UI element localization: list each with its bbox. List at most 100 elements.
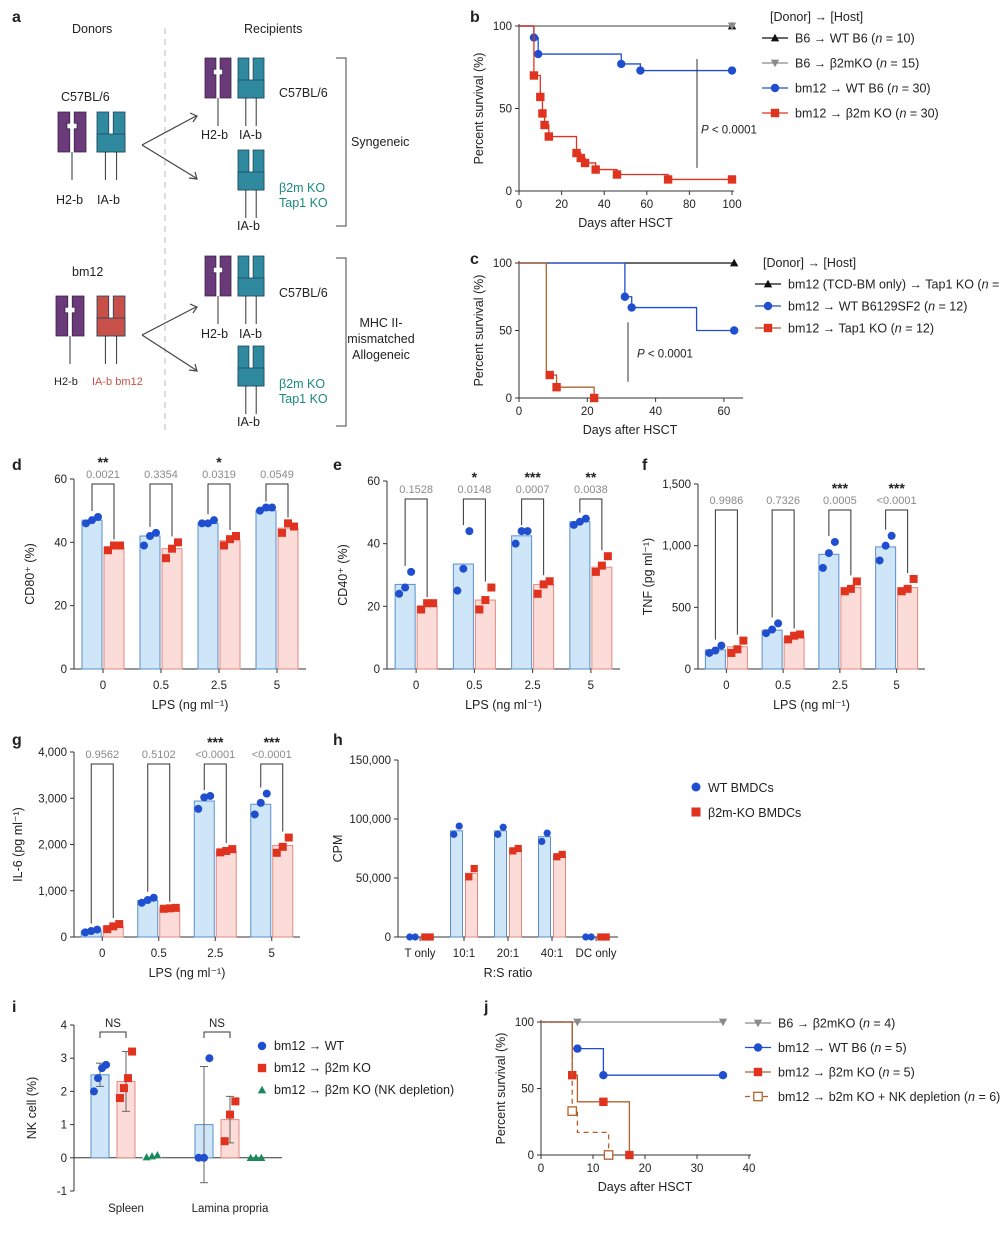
y-tick-label: 1,000 [662, 541, 691, 553]
bar-wt [250, 803, 272, 938]
significance-stars: * [216, 454, 222, 470]
data-point [603, 552, 612, 561]
legend-entry-2: B6 → β2mKO (n = 15) [795, 57, 919, 71]
data-point [875, 556, 884, 565]
x-tick-label: 0.5 [466, 680, 482, 692]
data-point [124, 1074, 133, 1083]
bar--2m-ko [591, 566, 613, 670]
data-point [200, 793, 209, 802]
data-point [262, 789, 271, 798]
bar-wt [255, 510, 277, 670]
data-point [89, 1087, 98, 1096]
panel-label-e: e [333, 457, 342, 474]
data-point [94, 513, 102, 521]
survival-marker [729, 326, 739, 335]
x-axis-label: LPS (ng ml⁻¹) [465, 698, 542, 712]
data-point [407, 567, 416, 576]
legend-marker [763, 279, 773, 288]
bar--2m-ko [161, 548, 183, 670]
bar--2m-ko [416, 605, 438, 670]
recipient-3-iab-base [237, 277, 265, 297]
recipient-1-h2b-right [219, 57, 232, 99]
recipient-3-name: C57BL/6 [279, 286, 328, 300]
data-point [231, 1097, 240, 1106]
data-point [110, 541, 118, 550]
y-tick-label: 60 [367, 476, 380, 488]
legend-entry-2: bm12 → WT B6129SF2 (n = 12) [788, 300, 967, 314]
survival-marker [599, 1097, 608, 1106]
data-point [216, 848, 225, 857]
x-tick-label: 40 [743, 1163, 756, 1175]
significance-label: NS [105, 1018, 121, 1030]
bar--2m-ko [840, 587, 862, 670]
panel-a: a Donors Recipients C57BL/6 H2-b IA-b bm… [12, 9, 415, 435]
p-value: 0.5102 [142, 749, 176, 761]
p-value: 0.0038 [574, 484, 608, 496]
y-tick-label: 4 [61, 1020, 68, 1032]
data-point [165, 904, 174, 913]
x-tick-label: 40:1 [541, 948, 563, 960]
significance-stars: ** [98, 454, 109, 470]
recipient-2-name-1: β2m KO [279, 181, 325, 195]
data-point [881, 541, 890, 550]
data-point [597, 933, 605, 941]
data-point [102, 1060, 111, 1069]
bar-wt-bmdcs [538, 836, 551, 938]
data-point [465, 873, 473, 881]
data-point [174, 538, 182, 547]
significance-bracket [99, 1031, 127, 1038]
data-point [153, 1151, 162, 1159]
data-point [401, 583, 410, 592]
data-point [146, 532, 154, 540]
legend-marker [257, 1063, 267, 1073]
data-point [903, 584, 912, 593]
y-tick-label: 2 [61, 1086, 67, 1098]
survival-curve-2 [541, 1021, 723, 1076]
y-tick-label: 0 [506, 186, 512, 198]
legend-entry-3: bm12 → β2m KO (NK depletion) [274, 1083, 454, 1097]
x-tick-label: 2.5 [525, 680, 541, 692]
recipients-heading: Recipients [244, 22, 302, 36]
significance-label: NS [209, 1018, 225, 1030]
data-point [204, 519, 212, 528]
survival-marker [552, 383, 561, 392]
legend-entry-1: bm12 → WT [274, 1039, 345, 1053]
recipient-4-name-2: Tap1 KO [279, 392, 328, 406]
data-point [569, 520, 578, 529]
panel-label-b: b [470, 9, 480, 26]
data-point [395, 589, 404, 598]
data-point [228, 845, 237, 854]
data-point [256, 798, 265, 807]
panel-label-j: j [483, 999, 488, 1016]
significance-bracket [203, 763, 227, 844]
p-value: 0.9562 [85, 749, 119, 761]
y-axis-label: CPM [331, 835, 345, 863]
y-axis-label: CD80⁺ (%) [23, 543, 37, 604]
bar-wt [875, 546, 897, 670]
y-axis-label: CD40⁺ (%) [336, 544, 350, 605]
significance-bracket [203, 1031, 231, 1038]
data-point [426, 933, 434, 941]
y-tick-label: 0 [685, 664, 691, 676]
data-point [262, 503, 270, 512]
y-tick-label: 0 [506, 393, 512, 405]
data-point [411, 933, 419, 941]
panel-c: c 0 20 40 60 0 50 100 Days after HSCT Percent sur… [470, 251, 1000, 437]
x-tick-label: 20 [639, 1163, 652, 1175]
x-axis-label: LPS (ng ml⁻¹) [149, 966, 226, 980]
bar--2m-ko [277, 527, 299, 670]
panel-e: e 0 20 40 60 CD40⁺ (%) LPS (ng ml⁻¹) 0 0.5 2.5 5 0.… [333, 457, 620, 712]
data-point [268, 503, 276, 512]
data-point [222, 846, 231, 855]
recipient-2-mhc2: IA-b [237, 219, 260, 233]
legend-entry-2: bm12 → β2m KO [274, 1061, 371, 1075]
x-tick-label: 5 [588, 680, 594, 692]
significance-bracket [90, 763, 114, 924]
y-axis-label: Percent survival (%) [472, 275, 486, 387]
significance-bracket [579, 498, 603, 551]
data-point [591, 567, 600, 576]
legend-title: [Donor] → [Host] [763, 256, 856, 270]
data-point [210, 516, 218, 525]
stat-label: P < 0.0001 [637, 349, 693, 361]
panel-label-h: h [333, 732, 343, 749]
